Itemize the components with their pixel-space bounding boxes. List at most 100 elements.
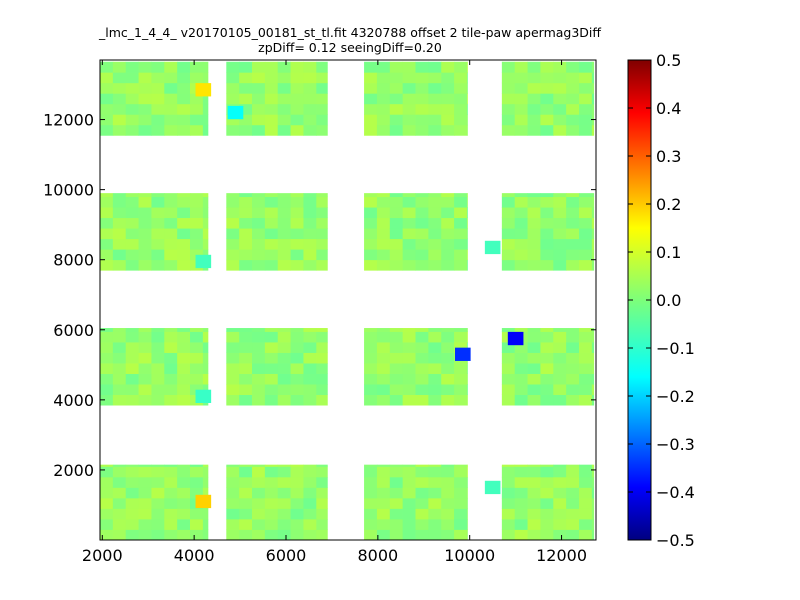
heatmap-cell	[364, 476, 378, 488]
heatmap-cell	[252, 228, 266, 240]
heatmap-cell	[100, 466, 114, 478]
heatmap-cell	[402, 476, 416, 488]
heatmap-cell	[112, 238, 127, 250]
heatmap-cell	[454, 196, 468, 208]
heatmap-cell	[428, 518, 442, 530]
heatmap-cell	[177, 124, 191, 136]
heatmap-cell	[252, 373, 266, 385]
heatmap-cell	[290, 373, 304, 385]
heatmap-cell	[454, 384, 468, 395]
heatmap-cell	[501, 384, 516, 395]
heatmap-cell	[264, 487, 279, 499]
heatmap-cell	[566, 207, 580, 219]
heatmap-cell	[316, 114, 328, 126]
heatmap-cell	[112, 487, 127, 499]
heatmap-cell	[441, 384, 455, 395]
heatmap-cell	[164, 72, 178, 84]
heatmap-cell	[441, 249, 455, 261]
heatmap-cell	[151, 207, 165, 219]
heatmap-cell	[566, 384, 580, 395]
heatmap-cell	[202, 193, 209, 198]
heatmap-cell	[226, 342, 240, 353]
heatmap-cell	[402, 193, 416, 198]
heatmap-cell	[441, 394, 455, 406]
heatmap-cell	[566, 373, 580, 385]
heatmap-cell	[177, 259, 191, 271]
heatmap-cell	[376, 466, 391, 478]
heatmap-cell	[290, 394, 304, 406]
heatmap-cell	[454, 466, 468, 478]
heatmap-cell	[202, 61, 209, 73]
heatmap-cell	[527, 363, 541, 374]
heatmap-cell	[389, 228, 404, 240]
heatmap-cell	[501, 476, 516, 488]
heatmap-cell	[376, 518, 391, 530]
x-tick-label: 6000	[266, 546, 307, 565]
heatmap-cell	[591, 508, 595, 520]
heatmap-cell	[190, 238, 204, 250]
heatmap-cell	[389, 373, 404, 385]
y-tick-label: 10000	[43, 181, 94, 200]
heatmap-cell	[553, 518, 567, 530]
heatmap-cell	[514, 93, 528, 105]
heatmap-cell	[252, 72, 266, 84]
heatmap-cell	[389, 328, 404, 332]
heatmap-cell	[177, 342, 191, 353]
heatmap-cell	[441, 61, 455, 73]
heatmap-cell	[376, 529, 391, 541]
heatmap-cell	[553, 476, 567, 488]
heatmap-cell-outlier	[455, 347, 471, 361]
heatmap-cell	[428, 342, 442, 353]
heatmap-cell	[316, 497, 328, 509]
heatmap-cell	[151, 518, 165, 530]
x-tick-label: 10000	[444, 546, 495, 565]
heatmap-cell	[579, 466, 593, 478]
heatmap-cell	[527, 124, 541, 136]
heatmap-cell	[591, 476, 595, 488]
heatmap-cell	[226, 93, 240, 105]
heatmap-cell	[277, 193, 291, 198]
heatmap-cell	[177, 61, 191, 73]
heatmap-cell	[138, 487, 152, 499]
heatmap-cell	[164, 466, 178, 478]
heatmap-cell-outlier	[195, 254, 212, 269]
heatmap-cell	[303, 82, 317, 94]
heatmap-cell	[566, 331, 580, 343]
heatmap-cell	[579, 497, 593, 509]
heatmap-cell	[402, 93, 416, 105]
heatmap-cell	[290, 342, 304, 353]
heatmap-cell	[389, 193, 404, 198]
heatmap-cell	[466, 249, 468, 261]
heatmap-cell	[252, 394, 266, 406]
heatmap-cell	[290, 331, 304, 343]
heatmap-cell	[454, 207, 468, 219]
heatmap-cell	[290, 82, 304, 94]
heatmap-cell	[454, 394, 468, 406]
heatmap-cell	[151, 464, 165, 467]
heatmap-cell	[112, 72, 127, 84]
heatmap-cell	[264, 259, 279, 271]
heatmap-cell	[290, 93, 304, 105]
heatmap-cell	[553, 363, 567, 374]
heatmap-cell	[239, 93, 253, 105]
heatmap-cell	[466, 363, 468, 374]
heatmap-cell	[402, 373, 416, 385]
heatmap-cell	[316, 342, 328, 353]
heatmap-cell	[290, 207, 304, 219]
heatmap-cell	[277, 466, 291, 478]
heatmap-cell	[316, 103, 328, 115]
heatmap-cell	[553, 72, 567, 84]
heatmap-cell	[264, 384, 279, 395]
heatmap-cell	[138, 518, 152, 530]
heatmap-cell	[151, 217, 165, 229]
heatmap-cell	[402, 466, 416, 478]
heatmap-cell	[402, 487, 416, 499]
heatmap-cell	[226, 259, 240, 271]
heatmap-cell	[177, 328, 191, 332]
heatmap-cell	[376, 249, 391, 261]
heatmap-cell	[125, 93, 139, 105]
heatmap-cell	[290, 518, 304, 530]
heatmap-cell	[100, 124, 114, 136]
heatmap-cell	[466, 394, 468, 406]
heatmap-cell	[402, 114, 416, 126]
